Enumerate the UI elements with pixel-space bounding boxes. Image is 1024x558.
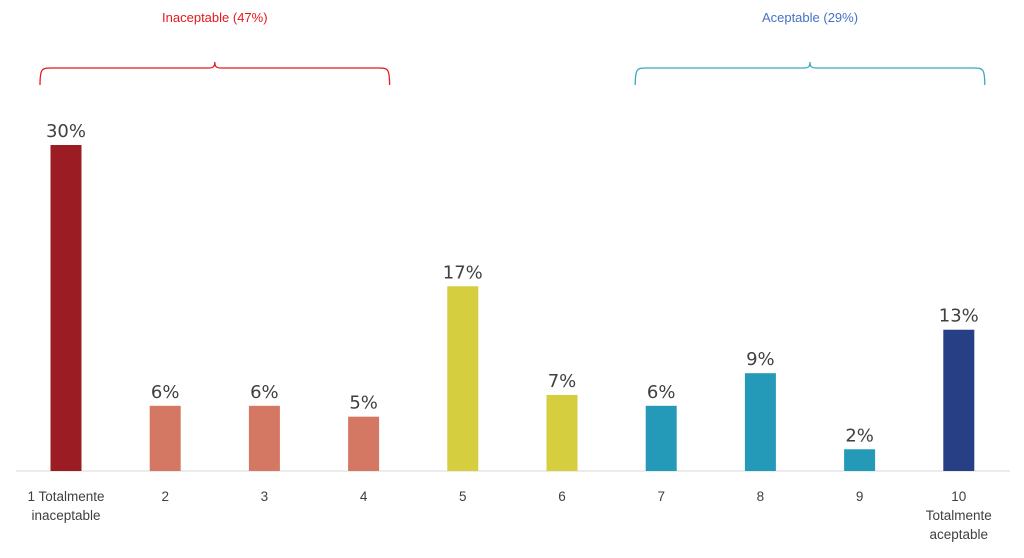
category-label-4: 4 bbox=[360, 489, 368, 504]
value-labels: 30% 6% 6% 5% 17% 7% 6% 9% 2% 13% bbox=[46, 121, 979, 446]
value-label-10: 13% bbox=[939, 306, 979, 327]
bar-5 bbox=[447, 286, 479, 471]
bars bbox=[50, 145, 975, 471]
category-label-3: 3 bbox=[261, 489, 269, 504]
category-label-10: 10 Totalmente aceptable bbox=[926, 489, 992, 542]
bar-9 bbox=[844, 449, 876, 471]
group-label-2: Aceptable (29%) bbox=[762, 10, 858, 25]
bar-7 bbox=[645, 405, 677, 471]
category-labels: 1 Totalmente inaceptable 2 3 4 5 6 7 8 9 10 Totalme… bbox=[27, 489, 991, 542]
category-label-8: 8 bbox=[757, 489, 765, 504]
category-label-6: 6 bbox=[558, 489, 566, 504]
category-label-1: 1 Totalmente inaceptable bbox=[27, 489, 104, 523]
value-label-2: 6% bbox=[151, 382, 180, 403]
value-label-4: 5% bbox=[349, 393, 378, 414]
value-label-6: 7% bbox=[548, 371, 577, 392]
group-bracket-1 bbox=[39, 61, 391, 86]
value-label-7: 6% bbox=[647, 382, 676, 403]
bar-4 bbox=[348, 416, 380, 471]
group-brackets: Inaceptable (47%) Aceptable (29%) bbox=[39, 10, 986, 86]
category-label-5: 5 bbox=[459, 489, 467, 504]
bar-10 bbox=[943, 329, 975, 471]
value-label-9: 2% bbox=[845, 425, 874, 446]
group-label-1: Inaceptable (47%) bbox=[162, 10, 268, 25]
value-label-3: 6% bbox=[250, 382, 279, 403]
bar-3 bbox=[248, 405, 280, 471]
category-label-9: 9 bbox=[856, 489, 864, 504]
bar-6 bbox=[546, 394, 578, 471]
value-label-1: 30% bbox=[46, 121, 86, 142]
value-label-5: 17% bbox=[443, 262, 483, 283]
bar-1 bbox=[50, 145, 82, 471]
bar-8 bbox=[744, 373, 776, 471]
bar-2 bbox=[149, 405, 181, 471]
category-label-7: 7 bbox=[657, 489, 665, 504]
group-bracket-2 bbox=[634, 61, 986, 86]
value-label-8: 9% bbox=[746, 349, 775, 370]
category-label-2: 2 bbox=[161, 489, 169, 504]
